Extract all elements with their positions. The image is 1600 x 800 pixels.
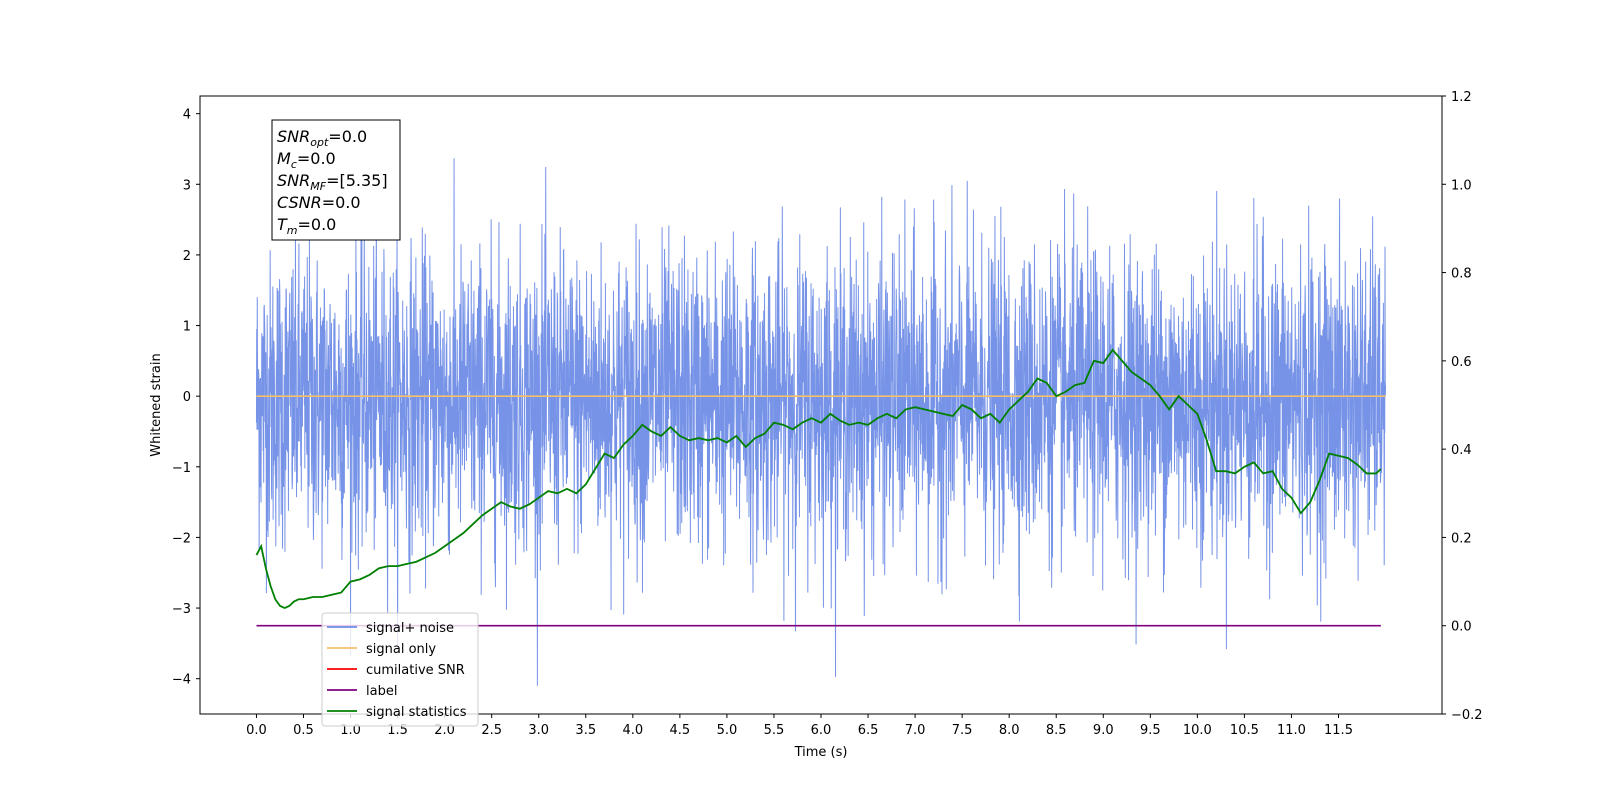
y-tick-label: 4 bbox=[183, 108, 191, 123]
x-tick-label: 0.5 bbox=[293, 723, 314, 738]
y-tick-label: 1 bbox=[183, 320, 191, 335]
x-tick-label: 9.0 bbox=[1093, 723, 1114, 738]
x-tick-label: 11.0 bbox=[1277, 723, 1306, 738]
x-tick-label: 2.0 bbox=[434, 723, 455, 738]
x-tick-label: 2.5 bbox=[481, 723, 502, 738]
x-tick-label: 1.0 bbox=[340, 723, 361, 738]
x-tick-label: 3.0 bbox=[528, 723, 549, 738]
y-tick-label: −2 bbox=[172, 531, 191, 546]
x-tick-label: 5.5 bbox=[764, 723, 785, 738]
x-axis: 0.0 0.5 1.0 1.5 2.0 2.5 3.0 3.5 4.0 4.5 5.0 5.5 6.0 6… bbox=[246, 714, 1353, 738]
y2-tick-label: 0.2 bbox=[1451, 531, 1472, 546]
y2-tick-label: −0.2 bbox=[1451, 708, 1483, 723]
series-line-4 bbox=[255, 348, 1382, 610]
y-tick-label: 3 bbox=[183, 178, 191, 193]
legend-label: label bbox=[366, 684, 397, 699]
info-line: SNRopt=0.0 bbox=[277, 127, 367, 149]
y-tick-label: −1 bbox=[172, 461, 191, 476]
plot-data-layer bbox=[255, 158, 1387, 686]
y-axis-label: Whitened strain bbox=[149, 353, 164, 456]
y-tick-label: 2 bbox=[183, 249, 191, 264]
x-tick-label: 1.5 bbox=[387, 723, 408, 738]
info-box-frame bbox=[271, 119, 401, 241]
x-tick-label: 0.0 bbox=[246, 723, 267, 738]
x-tick-label: 8.5 bbox=[1046, 723, 1067, 738]
x-tick-label: 10.0 bbox=[1183, 723, 1212, 738]
y2-tick-label: 0.6 bbox=[1451, 355, 1472, 370]
x-tick-label: 10.5 bbox=[1230, 723, 1259, 738]
x-tick-label: 3.5 bbox=[575, 723, 596, 738]
x-tick-label: 8.0 bbox=[999, 723, 1020, 738]
y2-tick-label: 1.2 bbox=[1451, 90, 1472, 105]
series-signal-noise-line bbox=[255, 158, 1387, 686]
y-tick-label: −3 bbox=[172, 602, 191, 617]
y-tick-label: −4 bbox=[172, 673, 191, 688]
y2-tick-label: 1.0 bbox=[1451, 178, 1472, 193]
info-line: CSNR=0.0 bbox=[277, 193, 361, 212]
x-tick-label: 6.0 bbox=[811, 723, 832, 738]
y2-tick-label: 0.8 bbox=[1451, 267, 1472, 282]
legend-label: cumilative SNR bbox=[366, 663, 465, 678]
x-axis-label: Time (s) bbox=[794, 745, 848, 760]
info-line: Mc=0.0 bbox=[277, 149, 336, 171]
y-axis-left: −4 −3 −2 −1 0 1 2 3 4 bbox=[172, 108, 200, 688]
x-tick-label: 9.5 bbox=[1140, 723, 1161, 738]
x-tick-label: 11.5 bbox=[1324, 723, 1353, 738]
legend-label: signal statistics bbox=[366, 705, 467, 720]
legend-label: signal only bbox=[366, 642, 436, 657]
info-line: Tm=0.0 bbox=[277, 215, 336, 237]
y-tick-label: 0 bbox=[183, 390, 191, 405]
x-tick-label: 4.0 bbox=[622, 723, 643, 738]
x-tick-label: 4.5 bbox=[670, 723, 691, 738]
legend-box bbox=[321, 612, 479, 727]
y2-tick-label: 0.4 bbox=[1451, 443, 1472, 458]
info-line: SNRMF=[5.35] bbox=[277, 171, 388, 193]
x-tick-label: 5.0 bbox=[717, 723, 738, 738]
y2-tick-label: 0.0 bbox=[1451, 620, 1472, 635]
legend-label: signal+ noise bbox=[366, 621, 454, 636]
x-tick-label: 6.5 bbox=[858, 723, 879, 738]
x-tick-label: 7.0 bbox=[905, 723, 926, 738]
y-axis-right: −0.2 0.0 0.2 0.4 0.6 0.8 1.0 1.2 bbox=[1442, 90, 1483, 723]
x-tick-label: 7.5 bbox=[952, 723, 973, 738]
legend: signal+ noise signal only cumilative SNR la… bbox=[321, 612, 479, 727]
